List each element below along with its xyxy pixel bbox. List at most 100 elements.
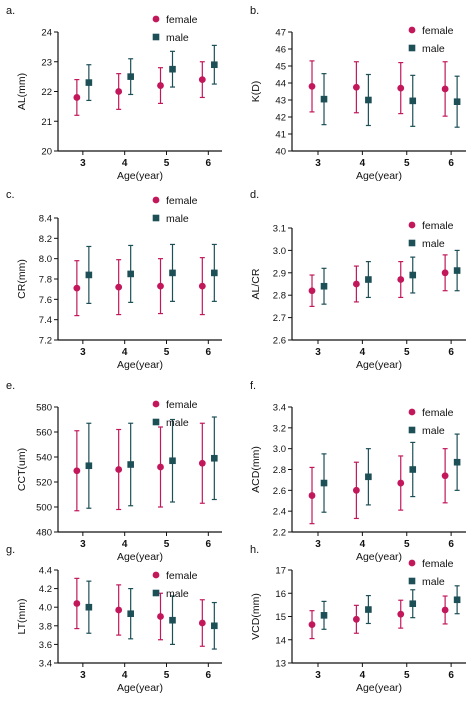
marker-male <box>169 65 176 73</box>
marker-male <box>320 282 328 290</box>
x-tick-label: 4 <box>122 347 128 358</box>
data-point-female <box>397 455 405 511</box>
data-point-female <box>441 254 449 292</box>
marker-female <box>397 84 405 92</box>
y-tick-label: 2.4 <box>273 507 286 518</box>
marker-female <box>198 459 206 467</box>
y-tick-label: 15 <box>275 612 286 623</box>
data-point-female <box>198 599 206 647</box>
y-tick-label: 2.8 <box>273 291 286 302</box>
x-axis-title: Age(year) <box>356 551 402 563</box>
data-point-male <box>453 249 461 292</box>
data-point-male <box>365 261 372 299</box>
panel-g: g. 3.4 3.6 3.8 4.0 4.2 4.4 3 4 5 6 Age(year) LT(mm) f… <box>6 544 222 694</box>
y-tick-label: 8.4 <box>39 214 52 225</box>
y-tick-label: 4.0 <box>39 603 52 614</box>
x-tick-label: 6 <box>206 158 212 169</box>
marker-male <box>453 458 461 466</box>
data-point-female <box>441 61 449 117</box>
x-axis-title: Age(year) <box>356 359 402 371</box>
y-tick-label: 540 <box>36 453 52 464</box>
x-tick-label: 6 <box>206 347 212 358</box>
marker-male <box>365 606 372 613</box>
data-point-female <box>157 426 164 508</box>
marker-male <box>85 462 93 470</box>
y-tick-label: 40 <box>275 147 286 158</box>
legend: female male <box>408 558 454 588</box>
x-tick-label: 6 <box>206 539 212 550</box>
marker-male <box>320 95 328 103</box>
marker-male <box>169 616 176 624</box>
legend-marker-male <box>408 239 416 247</box>
legend: female male <box>152 195 198 225</box>
data-point-male <box>365 448 372 506</box>
x-tick-label: 3 <box>315 158 321 169</box>
marker-male <box>365 276 372 283</box>
marker-female <box>308 287 316 295</box>
marker-male <box>409 97 417 105</box>
marker-female <box>352 615 360 623</box>
data-point-male <box>169 50 176 88</box>
data-point-female <box>352 604 360 634</box>
data-point-male <box>85 64 93 102</box>
x-tick-label: 3 <box>80 158 86 169</box>
x-tick-label: 5 <box>404 347 410 358</box>
data-point-male <box>365 594 372 625</box>
legend-label-female: female <box>166 14 198 26</box>
data-point-male <box>85 580 93 634</box>
y-axis-title: LT(mm) <box>16 599 28 635</box>
data-point-female <box>198 422 206 504</box>
legend-marker-female <box>152 15 160 23</box>
legend-label-male: male <box>166 32 189 44</box>
y-tick-label: 520 <box>36 478 52 489</box>
legend-label-male: male <box>422 425 445 437</box>
marker-female <box>397 479 405 487</box>
marker-male <box>453 98 461 105</box>
data-point-female <box>198 257 206 316</box>
y-tick-label: 45 <box>275 62 286 73</box>
data-point-male <box>320 73 328 126</box>
y-tick-label: 4.2 <box>39 584 52 595</box>
marker-male <box>127 610 134 618</box>
y-tick-label: 2.8 <box>273 465 286 476</box>
data-point-female <box>73 260 81 317</box>
y-tick-label: 16 <box>275 589 286 600</box>
legend-label-male: male <box>166 417 189 429</box>
marker-male <box>85 603 93 611</box>
y-tick-label: 7.8 <box>39 275 52 286</box>
y-axis-title: K(D) <box>250 81 262 103</box>
data-point-male <box>409 441 417 498</box>
marker-male <box>127 461 134 468</box>
data-point-female <box>397 261 405 299</box>
legend-label-male: male <box>422 576 445 588</box>
data-point-male <box>409 74 417 127</box>
legend-label-male: male <box>422 43 445 55</box>
data-point-male <box>409 589 417 619</box>
marker-female <box>115 606 123 614</box>
marker-male <box>85 271 93 279</box>
legend-marker-female <box>408 221 416 229</box>
marker-female <box>115 283 123 291</box>
panel-label: h. <box>250 544 259 556</box>
x-tick-label: 6 <box>448 670 454 681</box>
data-point-male <box>453 75 461 128</box>
y-tick-label: 500 <box>36 503 52 514</box>
y-tick-label: 47 <box>275 28 286 39</box>
x-tick-label: 3 <box>80 347 86 358</box>
y-tick-label: 13 <box>275 659 286 670</box>
x-tick-label: 6 <box>448 539 454 550</box>
data-point-male <box>320 600 328 630</box>
marker-male <box>85 79 93 86</box>
data-point-male <box>211 243 218 302</box>
y-tick-label: 43 <box>275 96 286 107</box>
data-point-female <box>115 259 123 316</box>
data-point-female <box>352 461 360 520</box>
data-point-female <box>198 61 206 99</box>
legend: female male <box>152 399 198 429</box>
y-tick-label: 20 <box>41 147 52 158</box>
y-axis-title: CCT(um) <box>16 448 28 491</box>
y-tick-label: 3.0 <box>273 444 286 455</box>
panel-label: d. <box>250 189 259 201</box>
marker-male <box>365 96 372 104</box>
